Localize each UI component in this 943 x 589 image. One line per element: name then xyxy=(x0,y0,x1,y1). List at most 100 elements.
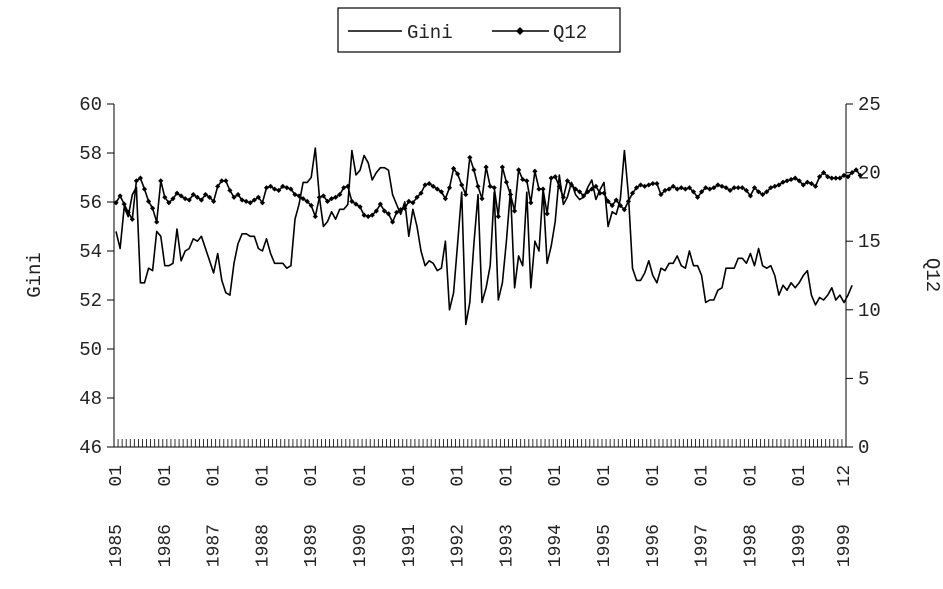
data-point-q12 xyxy=(646,182,652,188)
data-point-q12 xyxy=(292,191,298,198)
x-tick-label-year: 1998 xyxy=(741,524,761,567)
data-point-q12 xyxy=(137,175,144,181)
data-point-q12 xyxy=(780,179,786,185)
data-point-q12 xyxy=(353,201,359,207)
x-tick-label-year: 1993 xyxy=(497,524,517,567)
data-point-q12 xyxy=(255,194,261,200)
data-point-q12 xyxy=(145,198,152,205)
axes: 46 48 50 52 54 56 58 60 0 5 10 15 20 25 01 1985 01 1986 01… xyxy=(79,94,881,567)
data-point-q12 xyxy=(601,190,607,196)
data-point-q12 xyxy=(556,183,562,189)
y-left-tick-label: 58 xyxy=(79,143,102,165)
y-left-tick-label: 48 xyxy=(79,388,102,410)
data-point-q12 xyxy=(389,219,396,225)
y-right-axis-title: Q12 xyxy=(921,258,943,292)
data-point-q12 xyxy=(341,185,347,191)
x-tick-label-month: 01 xyxy=(790,465,810,487)
data-point-q12 xyxy=(816,174,823,180)
data-point-q12 xyxy=(190,191,196,198)
data-point-q12 xyxy=(174,190,180,196)
data-point-q12 xyxy=(825,174,831,180)
data-point-q12 xyxy=(219,178,225,184)
data-point-q12 xyxy=(272,186,278,192)
data-point-q12 xyxy=(495,213,501,220)
y-left-tick-label: 46 xyxy=(79,437,102,459)
data-point-q12 xyxy=(231,194,237,200)
data-point-q12 xyxy=(418,190,424,196)
data-point-q12 xyxy=(434,186,440,192)
data-point-q12 xyxy=(479,196,485,202)
data-point-q12 xyxy=(666,186,672,192)
data-point-q12 xyxy=(239,197,245,203)
data-point-q12 xyxy=(125,209,131,215)
data-point-q12 xyxy=(178,193,184,199)
data-point-q12 xyxy=(511,208,518,214)
data-point-q12 xyxy=(251,197,257,203)
data-point-q12 xyxy=(304,198,310,205)
x-tick-label-month: 01 xyxy=(400,465,420,487)
y-right-tick-label: 0 xyxy=(858,437,869,459)
data-point-q12 xyxy=(398,207,404,213)
data-point-q12 xyxy=(438,189,444,195)
data-point-q12 xyxy=(150,205,156,211)
x-tick-label-month: 01 xyxy=(302,465,322,487)
data-point-q12 xyxy=(516,167,522,173)
x-tick-label-year: 1994 xyxy=(546,524,566,567)
data-point-q12 xyxy=(605,198,611,205)
data-point-q12 xyxy=(837,175,843,181)
data-point-q12 xyxy=(129,216,135,222)
data-point-q12 xyxy=(845,174,851,180)
data-point-q12 xyxy=(121,201,127,207)
data-point-q12 xyxy=(450,165,457,172)
data-point-q12 xyxy=(316,194,322,200)
data-point-q12 xyxy=(182,196,188,202)
data-point-q12 xyxy=(703,185,709,191)
data-point-q12 xyxy=(560,194,566,200)
data-point-q12 xyxy=(235,191,241,198)
data-point-q12 xyxy=(263,185,270,191)
data-point-q12 xyxy=(357,204,363,210)
y-left-tick-label: 54 xyxy=(79,241,102,263)
data-point-q12 xyxy=(707,186,713,192)
x-tick-label-month: 01 xyxy=(693,465,713,487)
data-point-q12 xyxy=(410,200,416,206)
data-point-q12 xyxy=(833,175,839,181)
data-point-q12 xyxy=(699,189,705,195)
data-point-q12 xyxy=(381,208,388,214)
y-right-tick-label: 5 xyxy=(858,368,869,390)
data-point-q12 xyxy=(194,194,200,200)
data-point-q12 xyxy=(377,201,383,207)
data-point-q12 xyxy=(800,182,806,188)
data-point-q12 xyxy=(365,213,371,220)
data-point-q12 xyxy=(328,196,335,202)
x-tick-label-year: 1995 xyxy=(595,524,615,567)
data-point-q12 xyxy=(829,175,835,181)
data-point-q12 xyxy=(784,178,790,184)
x-tick-label-year: 1988 xyxy=(253,524,273,567)
data-point-q12 xyxy=(202,191,209,198)
data-point-q12 xyxy=(455,171,461,177)
data-point-q12 xyxy=(373,208,379,214)
data-point-q12 xyxy=(113,200,119,206)
x-tick-label-month: 01 xyxy=(497,465,517,487)
data-point-q12 xyxy=(662,187,668,194)
data-point-q12 xyxy=(788,176,794,183)
legend: Gini Q12 xyxy=(337,7,621,53)
data-point-q12 xyxy=(369,212,375,218)
data-point-q12 xyxy=(487,183,493,189)
data-point-q12 xyxy=(166,200,172,206)
data-point-q12 xyxy=(211,198,217,205)
data-point-q12 xyxy=(727,187,733,194)
data-point-q12 xyxy=(674,186,680,192)
data-point-q12 xyxy=(658,191,664,198)
data-point-q12 xyxy=(532,168,538,174)
x-tick-label-month: 01 xyxy=(644,465,664,487)
data-point-q12 xyxy=(625,198,632,205)
data-point-q12 xyxy=(629,190,636,196)
data-point-q12 xyxy=(792,175,798,181)
data-point-q12 xyxy=(808,180,815,187)
data-point-q12 xyxy=(694,194,701,200)
x-tick-label-year: 1989 xyxy=(302,524,322,567)
data-point-q12 xyxy=(528,200,534,206)
